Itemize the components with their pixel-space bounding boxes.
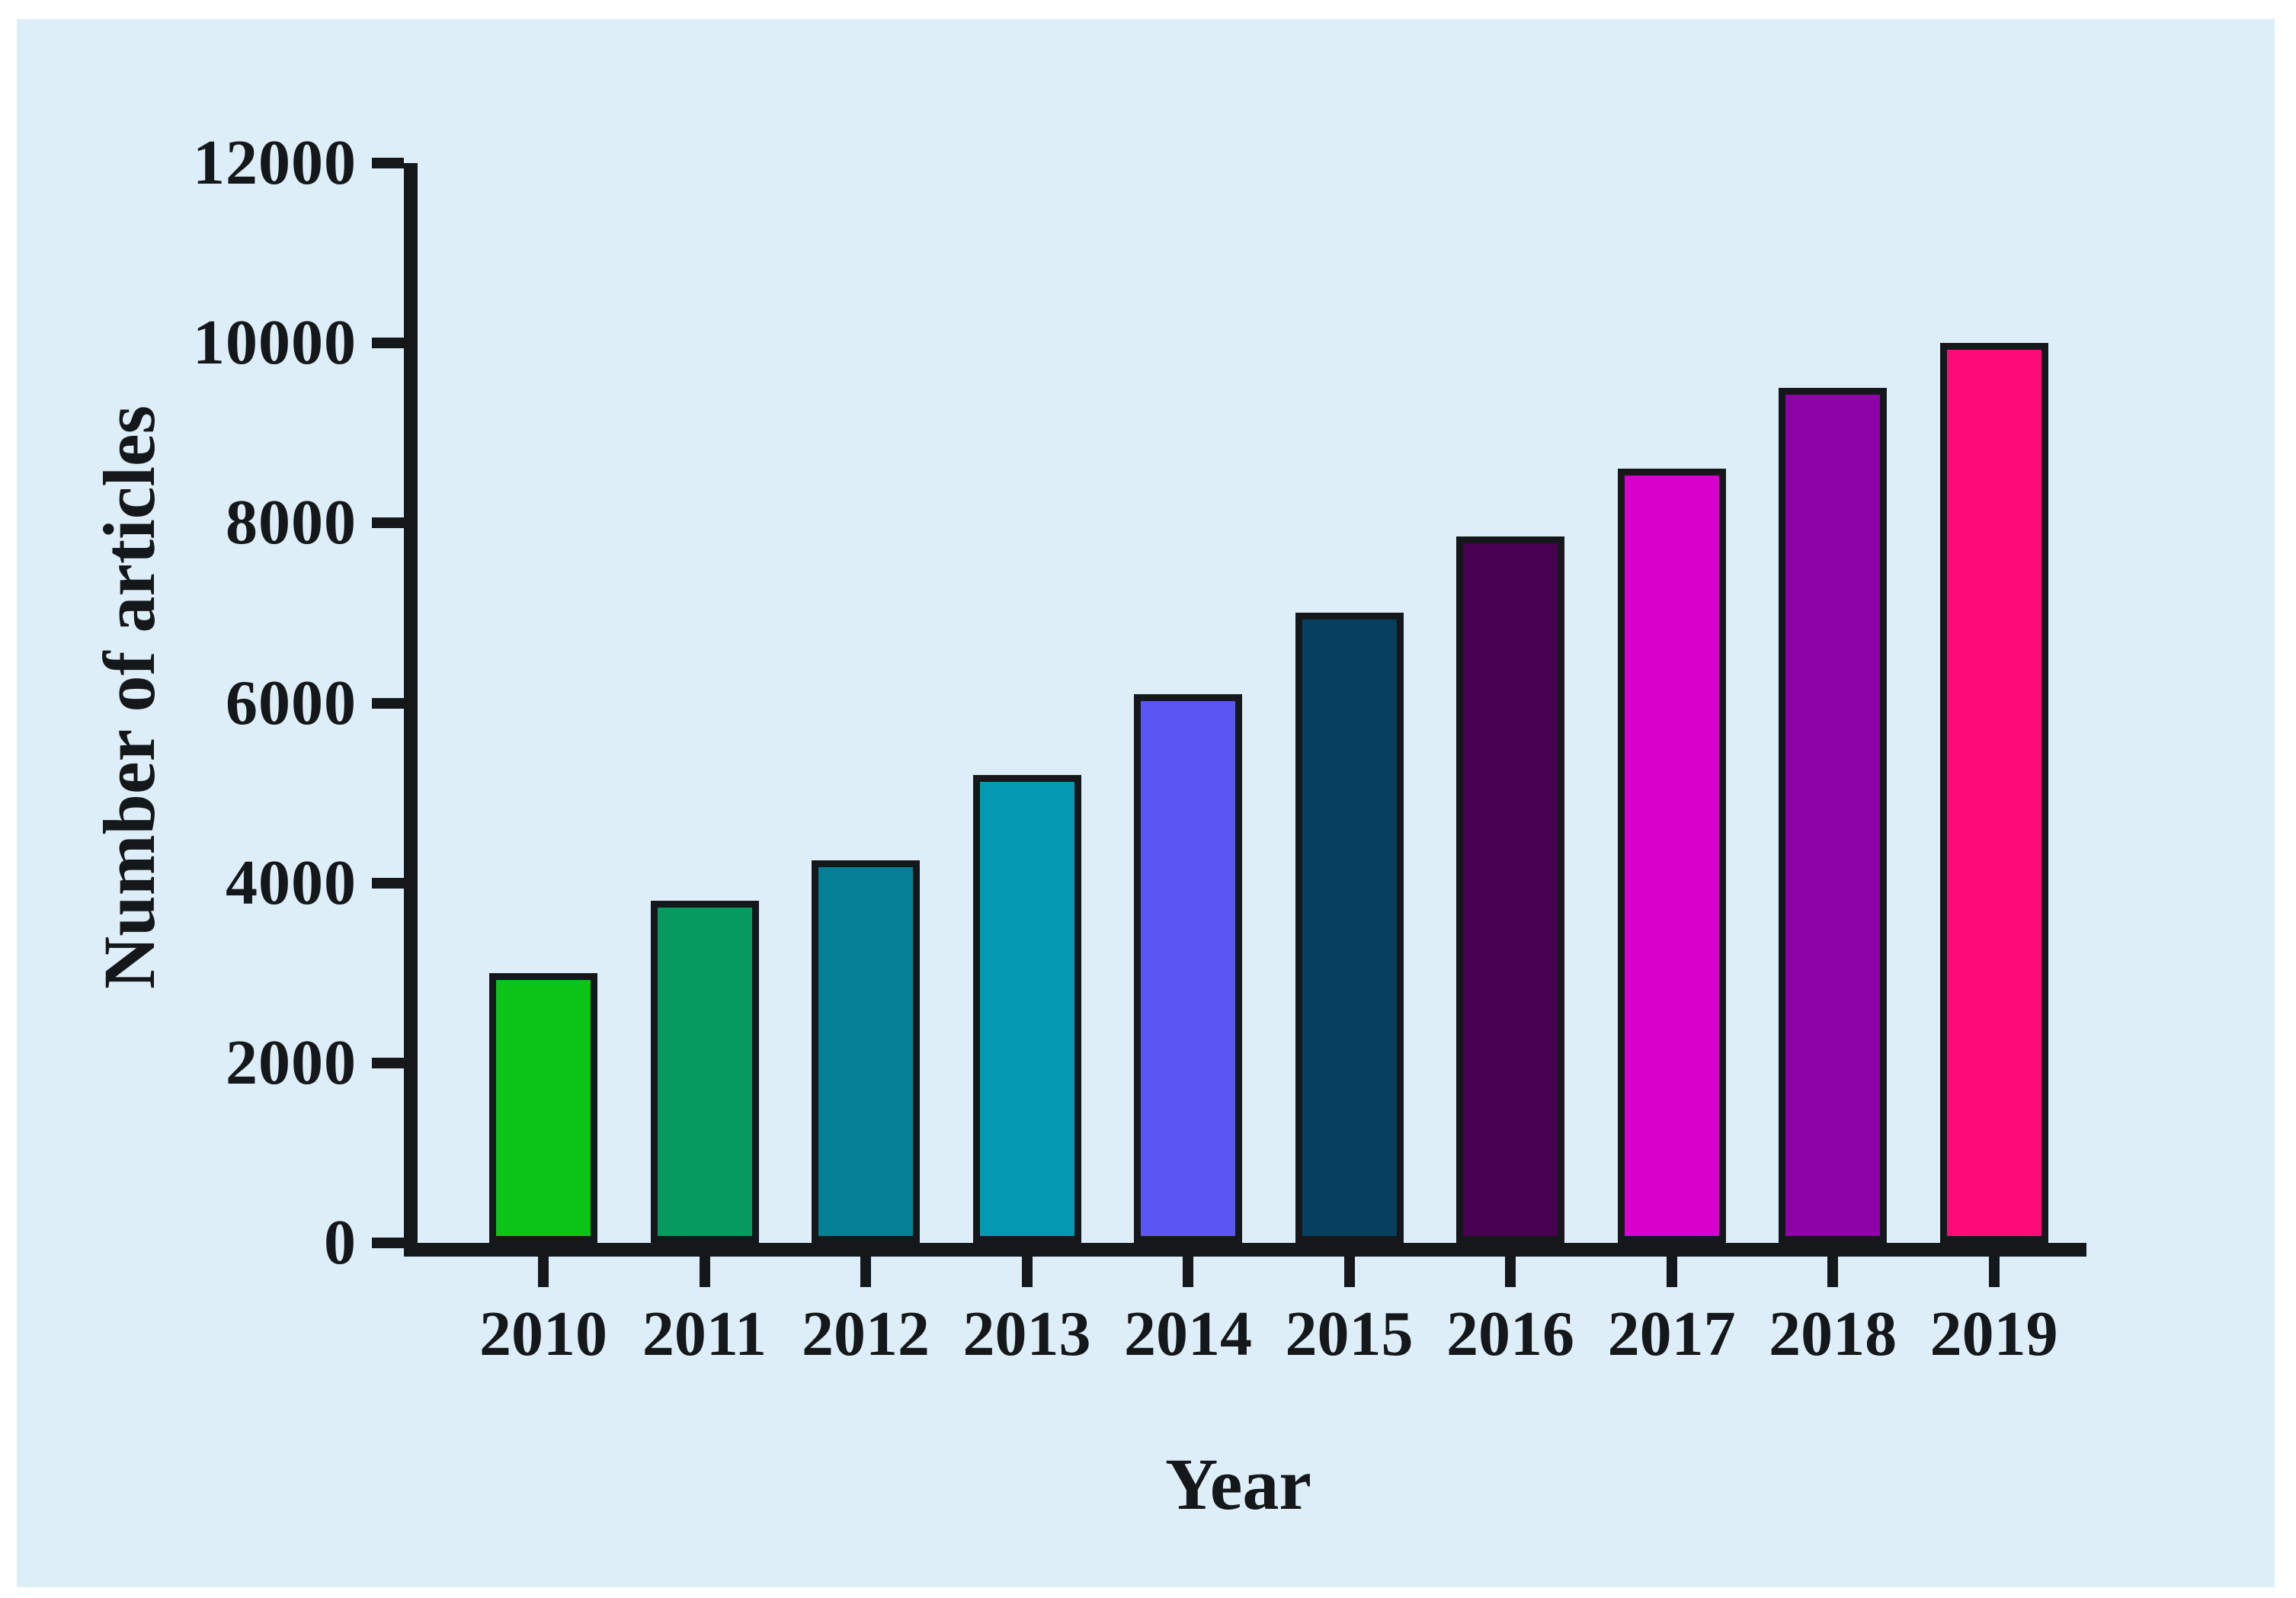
bar-2012 bbox=[812, 860, 920, 1243]
x-axis-title: Year bbox=[1165, 1443, 1311, 1525]
bar-2016 bbox=[1456, 536, 1565, 1243]
x-tick-label-2015: 2015 bbox=[1285, 1299, 1414, 1369]
y-tick-10000 bbox=[372, 338, 404, 349]
y-axis-title: Number of articles bbox=[88, 405, 170, 990]
x-tick-2012 bbox=[860, 1257, 871, 1287]
x-tick-label-2013: 2013 bbox=[962, 1299, 1091, 1369]
x-tick-2019 bbox=[1988, 1257, 2000, 1287]
bar-2010 bbox=[488, 972, 597, 1243]
y-tick-6000 bbox=[372, 697, 404, 709]
bar-2014 bbox=[1134, 693, 1243, 1243]
y-tick-label-12000: 12000 bbox=[193, 127, 357, 198]
x-tick-label-2017: 2017 bbox=[1607, 1299, 1736, 1369]
x-tick-2014 bbox=[1183, 1257, 1194, 1287]
x-tick-2017 bbox=[1666, 1257, 1677, 1287]
x-tick-label-2011: 2011 bbox=[642, 1299, 767, 1369]
bar-2019 bbox=[1939, 343, 2048, 1243]
x-tick-2016 bbox=[1505, 1257, 1516, 1287]
plot-area: 0 2000 4000 6000 8000 10000 12000 2010 2011 2012 2… bbox=[193, 131, 2086, 1368]
x-tick-2015 bbox=[1343, 1257, 1355, 1287]
x-tick-label-2010: 2010 bbox=[479, 1299, 607, 1369]
bar-2013 bbox=[972, 774, 1081, 1243]
y-tick-label-8000: 8000 bbox=[226, 487, 357, 559]
x-tick-label-2019: 2019 bbox=[1929, 1299, 2058, 1369]
x-tick-2011 bbox=[699, 1257, 710, 1287]
x-tick-label-2014: 2014 bbox=[1124, 1299, 1253, 1369]
y-tick-label-6000: 6000 bbox=[226, 667, 357, 738]
y-tick-label-2000: 2000 bbox=[226, 1026, 357, 1098]
bar-2017 bbox=[1617, 469, 1726, 1243]
y-tick-4000 bbox=[372, 877, 404, 889]
chart-panel: 0 2000 4000 6000 8000 10000 12000 2010 2011 2012 2… bbox=[17, 19, 2275, 1587]
bar-2015 bbox=[1295, 613, 1404, 1243]
x-tick-label-2012: 2012 bbox=[802, 1299, 930, 1369]
x-tick-label-2018: 2018 bbox=[1769, 1299, 1897, 1369]
y-tick-label-0: 0 bbox=[324, 1207, 357, 1278]
y-tick-2000 bbox=[372, 1057, 404, 1068]
x-tick-label-2016: 2016 bbox=[1446, 1299, 1575, 1369]
x-tick-2013 bbox=[1021, 1257, 1033, 1287]
x-tick-2010 bbox=[537, 1257, 549, 1287]
y-tick-label-10000: 10000 bbox=[193, 307, 357, 379]
y-tick-0 bbox=[372, 1238, 404, 1248]
y-tick-label-4000: 4000 bbox=[226, 847, 357, 918]
bar-2018 bbox=[1779, 388, 1888, 1243]
x-tick-2018 bbox=[1827, 1257, 1839, 1287]
y-tick-12000 bbox=[372, 158, 404, 168]
bar-2011 bbox=[650, 901, 759, 1243]
y-tick-8000 bbox=[372, 517, 404, 529]
